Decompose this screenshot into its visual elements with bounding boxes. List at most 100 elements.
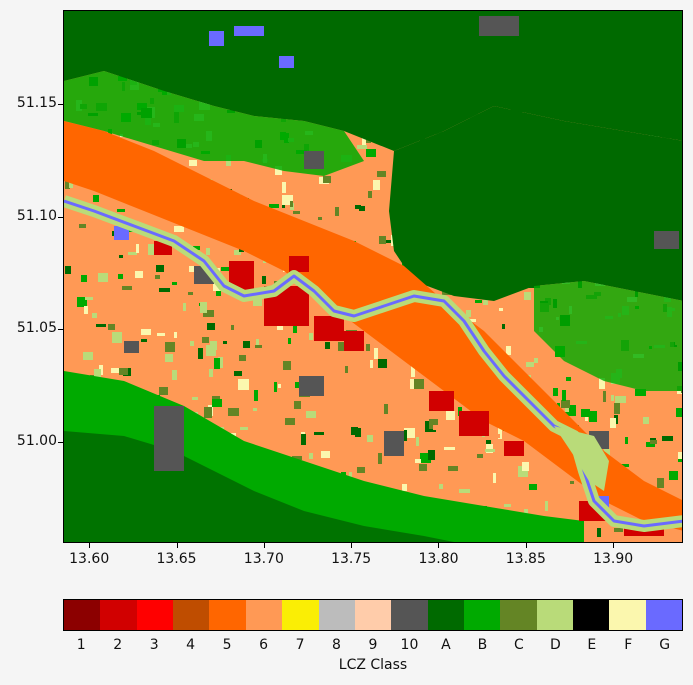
raster-speckle (606, 411, 610, 416)
raster-speckle (534, 358, 538, 363)
raster-speckle (310, 304, 316, 312)
raster-speckle (84, 306, 88, 314)
raster-speckle (108, 324, 115, 330)
raster-speckle (188, 292, 193, 295)
raster-speckle (189, 160, 197, 166)
raster-speckle (117, 209, 125, 212)
raster-speckle (643, 417, 649, 424)
raster-speckle (83, 352, 93, 360)
raster-speckle (662, 436, 673, 441)
raster-speckle (255, 345, 262, 348)
raster-speckle (678, 452, 683, 460)
raster-speckle (207, 323, 215, 330)
raster-speckle (293, 211, 300, 214)
raster-speckle (212, 399, 222, 407)
raster-speckle (657, 478, 664, 488)
raster-speckle (72, 214, 76, 219)
raster-speckle (323, 176, 331, 183)
raster-speckle (96, 324, 106, 327)
colorbar-class-label: 10 (391, 637, 427, 657)
raster-speckle (294, 401, 301, 409)
raster-speckle (611, 395, 614, 401)
colorbar-swatch (137, 600, 173, 630)
raster-speckle (570, 481, 574, 484)
colorbar-swatch (319, 600, 355, 630)
raster-speckle (615, 396, 626, 403)
raster-speckle (309, 333, 313, 340)
colorbar-swatch (64, 600, 100, 630)
raster-speckle (192, 397, 198, 400)
raster-speckle (522, 462, 529, 471)
raster-speckle (85, 297, 93, 300)
raster-speckle (660, 392, 666, 397)
raster-speckle (254, 390, 258, 401)
raster-speckle (483, 300, 488, 305)
colorbar-swatch (609, 600, 645, 630)
raster-speckle (306, 196, 311, 202)
raster-speckle (156, 265, 164, 272)
raster-speckle (414, 379, 424, 389)
raster-speckle (262, 276, 266, 284)
raster-speckle (210, 341, 217, 350)
raster-speckle (223, 341, 227, 344)
raster-speckle (183, 303, 186, 311)
x-tick-label: 13.85 (496, 551, 556, 567)
raster-speckle (359, 206, 365, 211)
raster-speckle (516, 302, 522, 305)
raster-speckle (293, 325, 297, 333)
raster-speckle (270, 271, 279, 278)
raster-speckle (367, 229, 374, 240)
colorbar-class-label: 8 (318, 637, 354, 657)
colorbar-class-label: 1 (63, 637, 99, 657)
raster-speckle (253, 408, 257, 411)
raster-speckle (529, 484, 537, 490)
colorbar-class-label: 9 (355, 637, 391, 657)
raster-speckle (141, 329, 151, 335)
raster-speckle (446, 411, 455, 420)
raster-speckle (206, 248, 210, 255)
raster-speckle (419, 464, 427, 471)
raster-speckle (366, 149, 376, 157)
raster-speckle (202, 337, 209, 343)
raster-speckle (234, 371, 242, 376)
raster-speckle (524, 292, 531, 300)
raster-speckle (357, 467, 365, 473)
raster-speckle (92, 313, 97, 318)
raster-speckle (504, 504, 511, 507)
colorbar-class-label: 2 (99, 637, 135, 657)
raster-speckle (403, 465, 407, 470)
y-tick-label: 51.05 (0, 320, 57, 336)
x-tick-label: 13.75 (321, 551, 381, 567)
raster-speckle (581, 409, 590, 417)
raster-speckle (345, 366, 348, 373)
raster-speckle (198, 348, 203, 359)
raster-speckle (384, 404, 388, 414)
raster-speckle (373, 180, 380, 190)
raster-speckle (585, 417, 588, 421)
raster-speckle (475, 300, 482, 303)
raster-speckle (378, 359, 387, 368)
y-tick-label: 51.15 (0, 95, 57, 111)
lcz-raster (64, 11, 683, 543)
x-tick-mark (613, 543, 614, 548)
raster-speckle (98, 278, 101, 281)
raster-speckle (561, 400, 570, 408)
raster-speckle (165, 342, 175, 352)
colorbar-class-label: 4 (172, 637, 208, 657)
raster-speckle (669, 471, 678, 480)
colorbar-swatch (246, 600, 282, 630)
raster-speckle (610, 418, 616, 428)
raster-speckle (81, 275, 87, 282)
colorbar-swatch (464, 600, 500, 630)
raster-speckle (625, 453, 636, 460)
raster-speckle (285, 418, 295, 425)
colorbar-class-label: 5 (209, 637, 245, 657)
raster-speckle (214, 358, 220, 369)
x-tick-mark (526, 543, 527, 548)
y-tick-label: 51.10 (0, 208, 57, 224)
colorbar-swatch (173, 600, 209, 630)
raster-speckle (490, 434, 500, 438)
raster-speckle (439, 484, 443, 489)
raster-speckle (448, 466, 458, 471)
raster-speckle (676, 408, 683, 417)
